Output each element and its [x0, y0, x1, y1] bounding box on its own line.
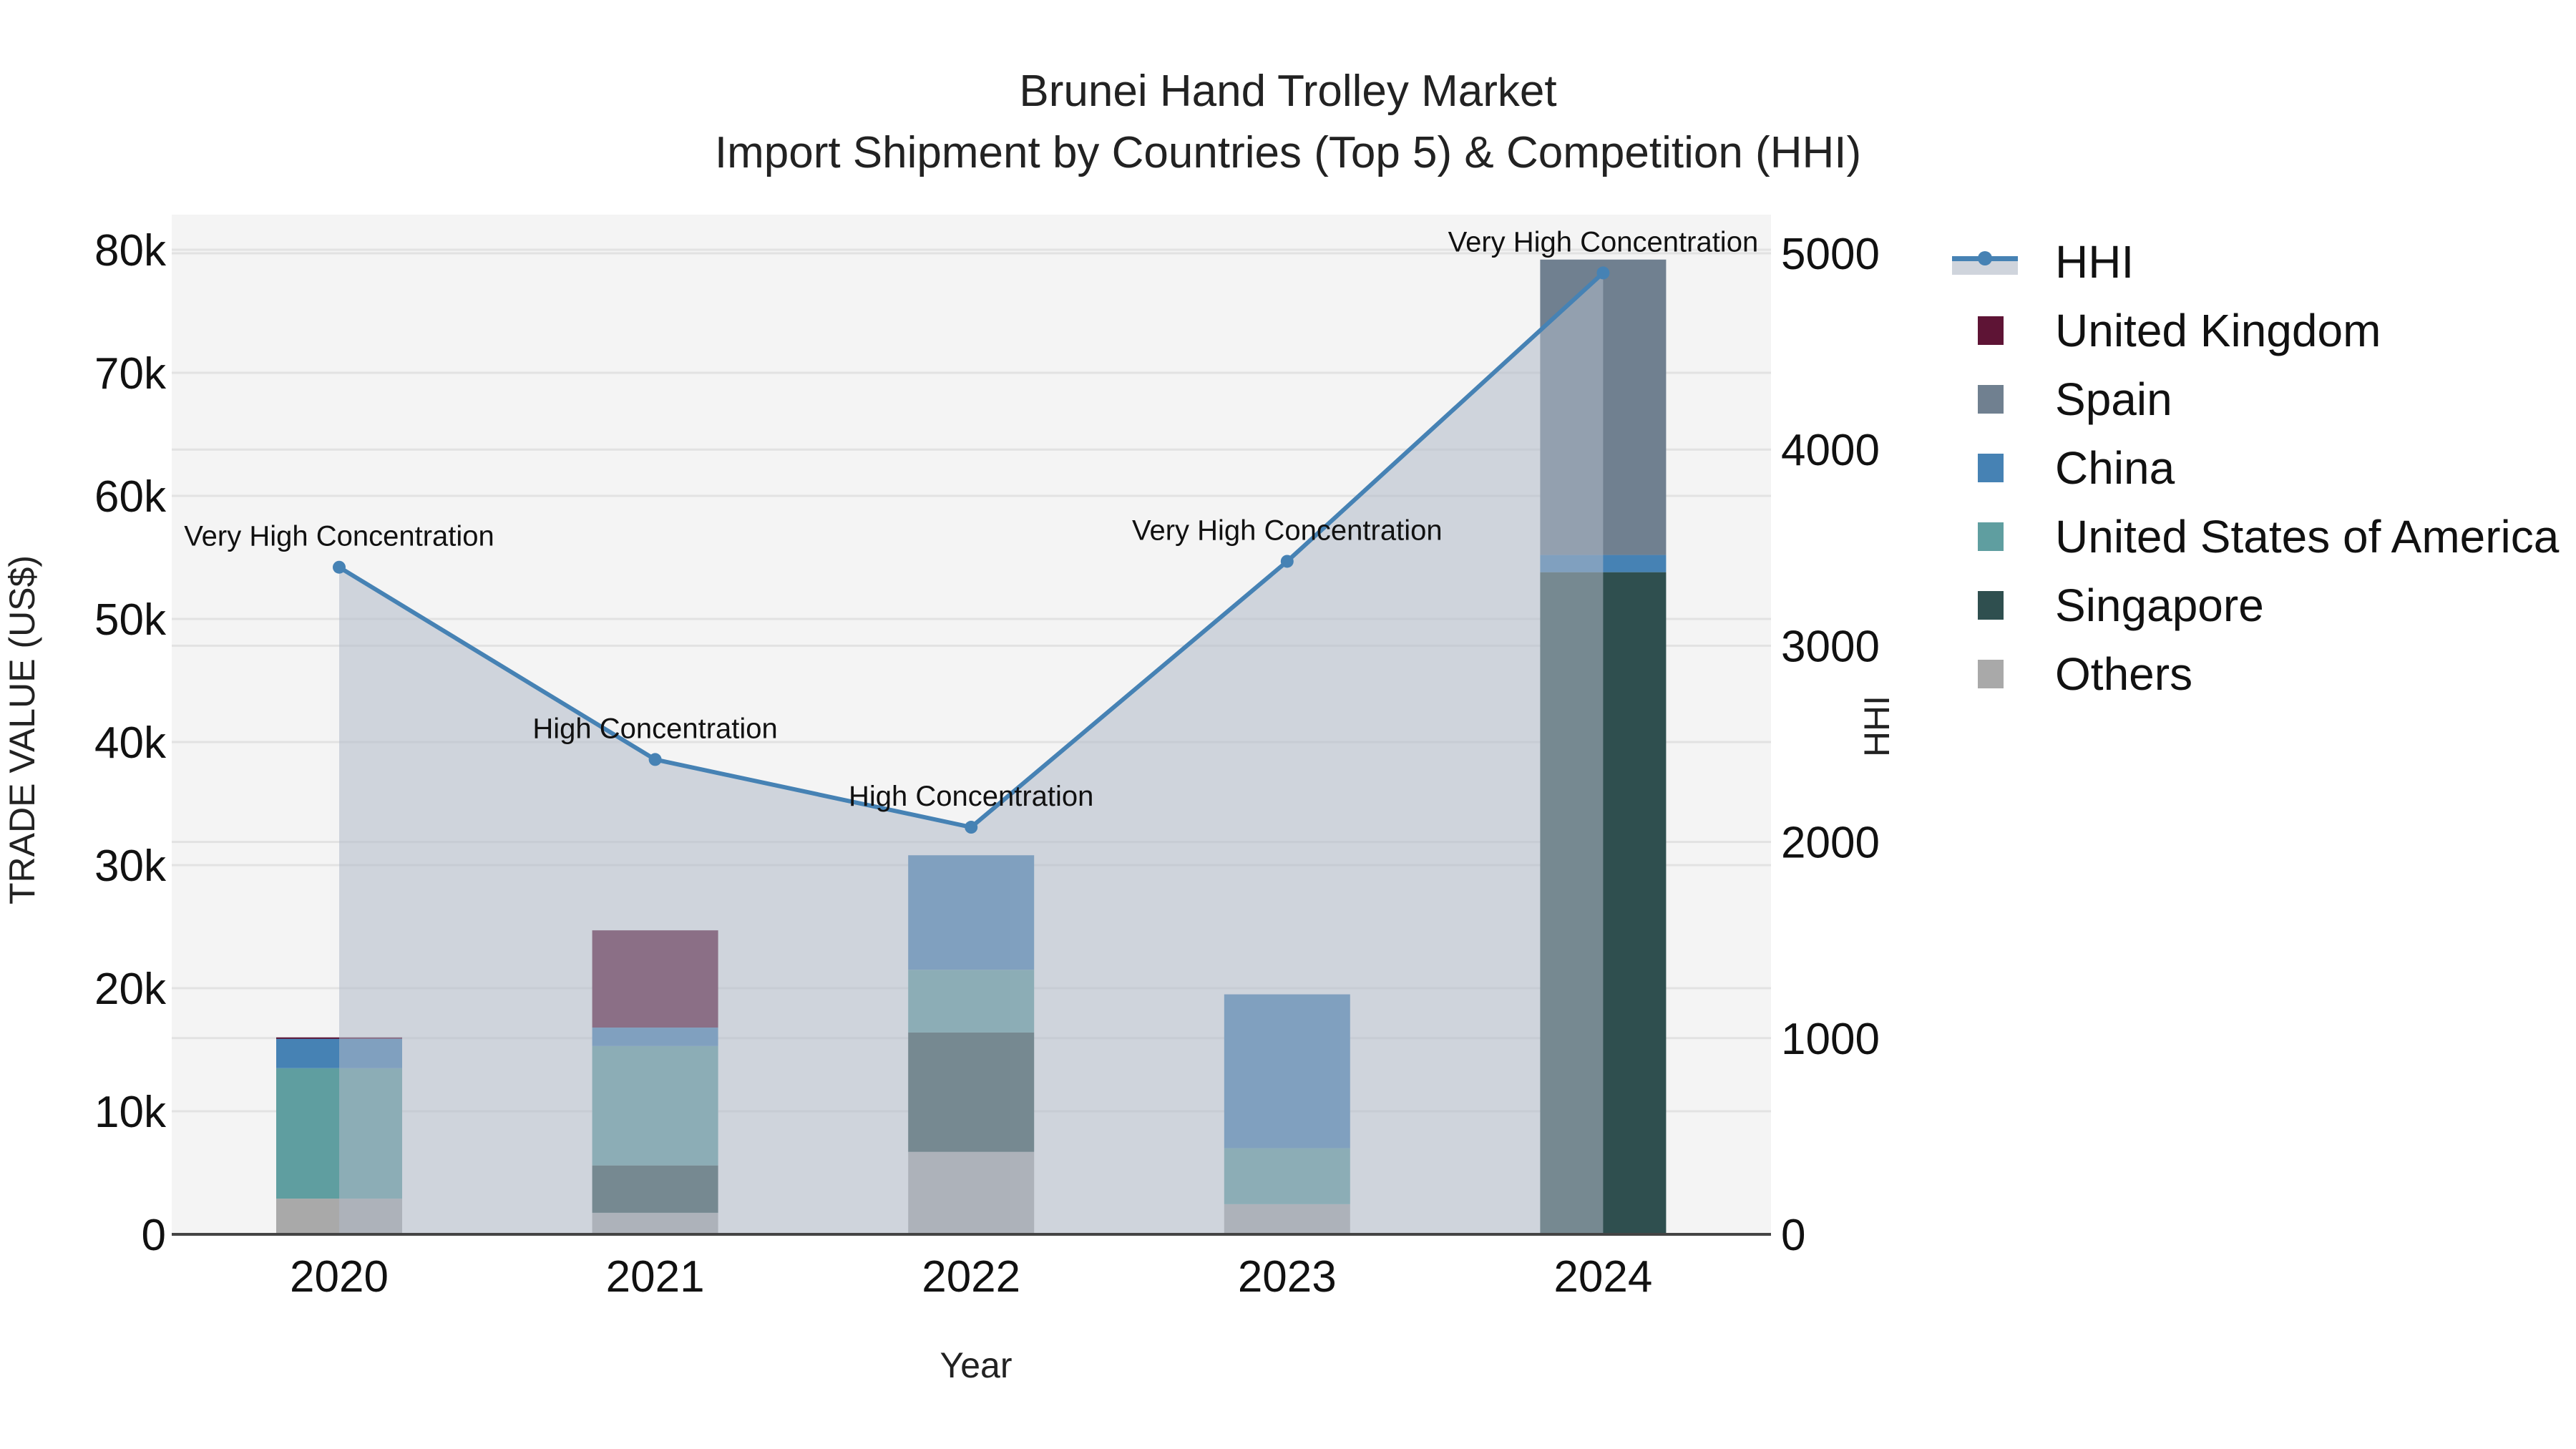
hhi-marker — [333, 560, 346, 574]
left-axis-tick: 40k — [94, 718, 167, 768]
right-axis-tick: 5000 — [1781, 230, 1880, 279]
hhi-marker — [648, 753, 662, 766]
right-axis-tick: 4000 — [1781, 426, 1880, 475]
line-marker-icon — [1952, 248, 2018, 276]
left-axis-tick: 80k — [94, 226, 167, 275]
right-axis-tick: 0 — [1781, 1211, 1805, 1260]
legend-item-united-kingdom[interactable]: United Kingdom — [1946, 296, 2559, 365]
left-axis-tick: 70k — [94, 349, 167, 399]
color-swatch-icon — [1978, 660, 2004, 688]
left-axis-tick: 20k — [94, 965, 167, 1014]
legend-label: United Kingdom — [2055, 305, 2381, 356]
hhi-markers — [333, 266, 1610, 834]
left-axis-tick: 60k — [94, 472, 167, 522]
legend-label: Singapore — [2055, 580, 2264, 631]
hhi-annotation: High Concentration — [849, 781, 1093, 812]
right-axis-ticks: 0 1000 2000 3000 4000 5000 — [1781, 230, 1880, 1260]
hhi-marker — [965, 821, 978, 834]
x-axis-tick: 2020 — [290, 1252, 389, 1302]
right-axis-tick: 1000 — [1781, 1015, 1880, 1064]
right-axis-tick: 3000 — [1781, 622, 1880, 671]
color-swatch-icon — [1978, 522, 2004, 551]
legend-label: China — [2055, 442, 2175, 494]
hhi-marker — [1596, 266, 1610, 280]
legend-label: HHI — [2055, 236, 2135, 288]
y-right-axis-title: HHI — [1857, 696, 1897, 757]
color-swatch-icon — [1978, 385, 2004, 414]
x-axis-tick: 2024 — [1553, 1252, 1652, 1302]
right-axis-tick: 2000 — [1781, 819, 1880, 868]
hhi-annotation: Very High Concentration — [1132, 514, 1443, 546]
color-swatch-icon — [1978, 316, 2004, 345]
hhi-area — [339, 273, 1604, 1234]
chart-subtitle: Import Shipment by Countries (Top 5) & C… — [714, 128, 1862, 177]
legend: HHI United Kingdom Spain China United States… — [1946, 228, 2559, 708]
left-axis-ticks: 0 10k 20k 30k 40k 50k 60k 70k 80k — [94, 226, 167, 1260]
legend-item-spain[interactable]: Spain — [1946, 365, 2559, 434]
hhi-marker — [1280, 555, 1294, 568]
legend-label: Spain — [2055, 374, 2172, 425]
x-axis-tick: 2023 — [1238, 1252, 1337, 1302]
legend-item-united-states-of-america[interactable]: United States of America — [1946, 502, 2559, 571]
color-swatch-icon — [1978, 591, 2004, 620]
legend-item-hhi[interactable]: HHI — [1946, 228, 2559, 296]
left-axis-tick: 30k — [94, 841, 167, 891]
legend-label: Others — [2055, 648, 2193, 700]
left-axis-tick: 50k — [94, 595, 167, 645]
left-axis-tick: 10k — [94, 1088, 167, 1137]
left-axis-tick: 0 — [142, 1211, 166, 1260]
hhi-annotations: Very High Concentration High Concentratio… — [184, 226, 1758, 812]
x-axis-tick: 2021 — [606, 1252, 705, 1302]
legend-item-china[interactable]: China — [1946, 434, 2559, 502]
legend-item-singapore[interactable]: Singapore — [1946, 571, 2559, 640]
legend-label: United States of America — [2055, 511, 2560, 562]
y-left-axis-title: TRADE VALUE (US$) — [2, 555, 42, 904]
hhi-annotation: Very High Concentration — [184, 521, 494, 552]
x-axis-ticks: 2020 2021 2022 2023 2024 — [290, 1252, 1652, 1302]
x-axis-title: Year — [940, 1345, 1012, 1385]
hhi-annotation: High Concentration — [532, 713, 777, 744]
x-axis-tick: 2022 — [922, 1252, 1020, 1302]
chart-title: Brunei Hand Trolley Market — [1019, 67, 1557, 116]
legend-item-others[interactable]: Others — [1946, 640, 2559, 708]
color-swatch-icon — [1978, 454, 2004, 482]
hhi-annotation: Very High Concentration — [1448, 226, 1759, 258]
